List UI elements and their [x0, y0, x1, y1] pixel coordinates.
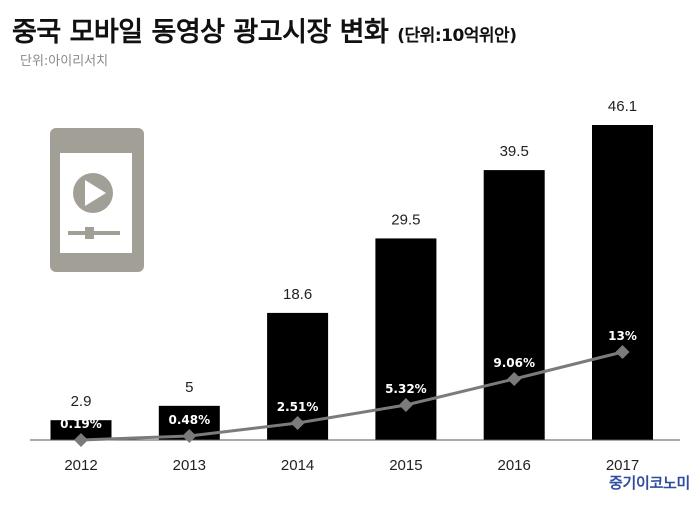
chart-title: 중국 모바일 동영상 광고시장 변화 (단위:10억위안) — [12, 10, 517, 49]
share-value-label-2012: 0.19% — [60, 417, 102, 431]
share-marker-2017 — [615, 345, 630, 359]
bar-2012 — [50, 420, 112, 440]
share-marker-2013 — [182, 429, 197, 443]
x-tick-label-2012: 2012 — [64, 457, 97, 474]
share-marker-2015 — [398, 398, 413, 412]
bar-value-label-2016: 39.5 — [500, 143, 529, 160]
x-tick-label-2015: 2015 — [389, 457, 422, 474]
chart-unit: (단위:10억위안) — [397, 26, 517, 46]
x-tick-label-2014: 2014 — [281, 457, 314, 474]
x-tick-label-2016: 2016 — [498, 457, 531, 474]
bar-value-label-2015: 29.5 — [391, 211, 420, 228]
share-value-label-2016: 9.06% — [493, 356, 535, 370]
share-value-label-2013: 0.48% — [168, 413, 210, 427]
share-value-label-2014: 2.51% — [277, 400, 319, 414]
publisher-logo: 중기이코노미 — [608, 474, 690, 492]
share-marker-2014 — [290, 416, 305, 430]
share-value-label-2017: 13% — [608, 329, 637, 343]
bar-value-label-2017: 46.1 — [608, 98, 637, 115]
x-tick-label-2013: 2013 — [173, 457, 206, 474]
share-line — [80, 350, 623, 442]
bar-value-label-2014: 18.6 — [283, 286, 312, 303]
x-tick-label-2017: 2017 — [606, 457, 639, 474]
bar-value-label-2012: 2.9 — [71, 393, 92, 410]
share-value-label-2015: 5.32% — [385, 382, 427, 396]
mobile-video-icon — [50, 128, 144, 272]
chart-source: 단위:아이리서치 — [20, 54, 109, 69]
share-marker-2012 — [74, 433, 88, 447]
share-marker-2016 — [507, 372, 522, 386]
bar-2016 — [483, 170, 545, 441]
bar-2017 — [592, 125, 653, 440]
chart-title-text: 중국 모바일 동영상 광고시장 변화 — [12, 17, 389, 48]
bar-value-label-2013: 5 — [185, 379, 193, 396]
